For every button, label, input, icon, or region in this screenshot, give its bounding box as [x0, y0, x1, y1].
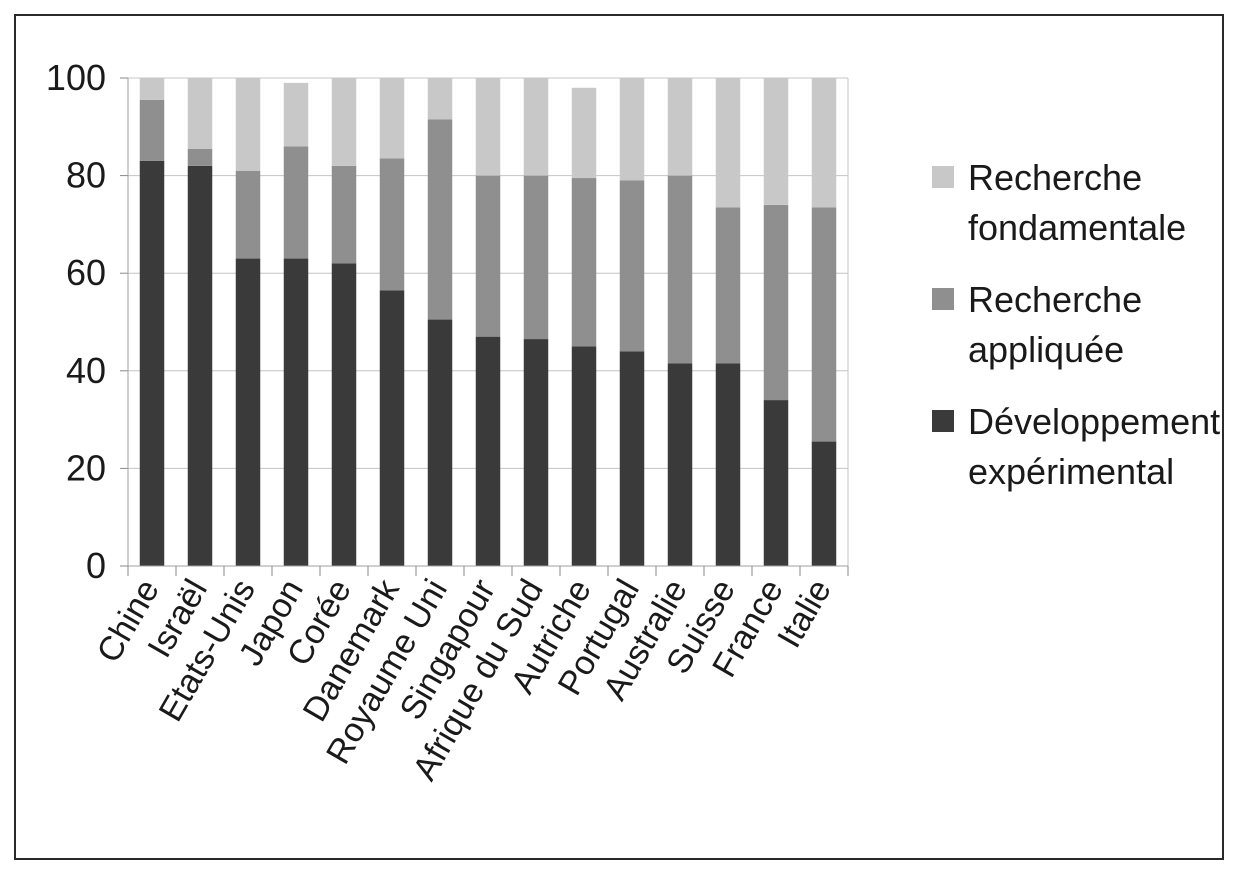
bar-segment [667, 78, 693, 176]
y-tick-label: 60 [66, 252, 106, 293]
y-tick-label: 0 [86, 545, 106, 586]
bar-segment [235, 258, 261, 566]
y-tick-label: 80 [66, 155, 106, 196]
bar-segment [187, 148, 213, 166]
y-tick-label: 40 [66, 350, 106, 391]
chart-frame: 0 20 40 60 80 100 Chine Israël Etats-Unis Japon Co… [14, 14, 1224, 860]
y-tick-label: 20 [66, 447, 106, 488]
bar-segment [379, 158, 405, 291]
bar-segment [523, 175, 549, 340]
bar-segment [667, 363, 693, 566]
bar-segment [139, 78, 165, 100]
bar-segment [331, 78, 357, 166]
bar-segment [811, 78, 837, 208]
bar-segment [619, 351, 645, 566]
bar-segment [763, 78, 789, 205]
x-tick-label: Italie [770, 573, 839, 654]
legend-swatch [932, 288, 954, 310]
legend-label: Recherche [968, 157, 1142, 198]
bar-segment [139, 160, 165, 566]
legend-label: Recherche [968, 279, 1142, 320]
bar-segment [571, 346, 597, 566]
bar-segment [283, 258, 309, 566]
bar-segment [187, 78, 213, 149]
bar-segment [283, 146, 309, 259]
bar-segment [187, 165, 213, 566]
bar-segment [571, 87, 597, 179]
bar-segment [475, 336, 501, 566]
bar-segment [427, 78, 453, 120]
bar-segment [619, 180, 645, 352]
legend-label: appliquée [968, 329, 1124, 370]
bar-segment [811, 441, 837, 566]
bar-segment [523, 339, 549, 566]
bar-segment [667, 175, 693, 364]
bars [139, 78, 837, 566]
bar-segment [427, 319, 453, 566]
bar-segment [331, 263, 357, 566]
legend-swatch [932, 410, 954, 432]
bar-segment [811, 207, 837, 442]
bar-segment [475, 78, 501, 176]
bar-segment [715, 363, 741, 566]
bar-segment [331, 165, 357, 264]
bar-segment [571, 178, 597, 347]
stacked-bar-chart: 020406080100ChineIsraëlEtats-UnisJaponCo… [46, 57, 1220, 787]
bar-segment [523, 78, 549, 176]
legend-label: Développement [968, 401, 1220, 442]
bar-segment [715, 78, 741, 208]
bar-segment [283, 82, 309, 147]
bar-segment [475, 175, 501, 337]
bar-segment [619, 78, 645, 181]
bar-segment [715, 207, 741, 364]
bar-segment [427, 119, 453, 320]
bar-segment [379, 78, 405, 159]
bar-segment [763, 400, 789, 566]
bar-segment [763, 204, 789, 401]
bar-segment [139, 99, 165, 161]
legend-swatch [932, 166, 954, 188]
bar-segment [235, 78, 261, 171]
legend: Recherche fondamentale Recherche appliquée D… [932, 157, 1220, 492]
bar-segment [379, 290, 405, 566]
legend-label: fondamentale [968, 207, 1186, 248]
y-tick-label: 100 [46, 57, 106, 98]
legend-label: expérimental [968, 451, 1174, 492]
bar-segment [235, 170, 261, 259]
